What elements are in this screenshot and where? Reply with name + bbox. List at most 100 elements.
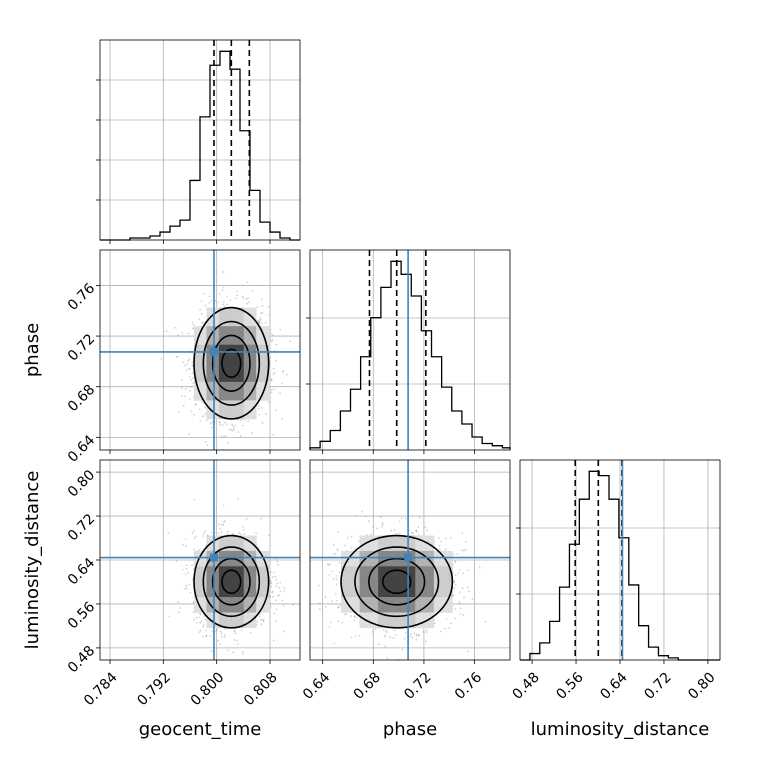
sample-point bbox=[241, 424, 244, 427]
y-tick-label: 0.64 bbox=[65, 555, 98, 588]
contour-level-2 bbox=[368, 557, 426, 606]
density-cell bbox=[256, 381, 269, 401]
sample-point bbox=[217, 531, 220, 534]
sample-point bbox=[186, 362, 189, 365]
sample-point bbox=[380, 516, 382, 519]
sample-point bbox=[332, 553, 335, 555]
y-tick-label: 0.48 bbox=[65, 643, 98, 676]
sample-point bbox=[410, 632, 412, 635]
sample-point bbox=[269, 579, 271, 582]
sample-point bbox=[279, 392, 281, 395]
sample-point bbox=[223, 636, 226, 639]
density-cell bbox=[243, 381, 257, 401]
sample-point bbox=[206, 534, 209, 536]
sample-point bbox=[184, 364, 187, 367]
sample-point bbox=[453, 586, 456, 589]
sample-point bbox=[222, 271, 225, 273]
sample-point bbox=[353, 615, 356, 618]
histogram-luminosity_distance bbox=[520, 470, 720, 661]
sample-point bbox=[221, 424, 224, 427]
contour-level-2 bbox=[211, 557, 251, 606]
y-tick-label: 0.80 bbox=[65, 467, 98, 500]
sample-point bbox=[289, 340, 292, 343]
sample-point bbox=[274, 409, 277, 411]
sample-point bbox=[185, 387, 187, 390]
sample-point bbox=[327, 564, 330, 567]
density-cell bbox=[359, 535, 379, 552]
grid-lines bbox=[310, 250, 510, 450]
sample-point bbox=[276, 560, 279, 563]
sample-point bbox=[333, 642, 336, 645]
density-cell bbox=[433, 550, 453, 567]
sample-point bbox=[198, 548, 201, 551]
density-cell bbox=[359, 612, 379, 629]
sample-point bbox=[178, 611, 181, 614]
sample-point bbox=[343, 613, 346, 616]
sample-point bbox=[184, 573, 187, 576]
sample-point bbox=[281, 417, 284, 420]
sample-point bbox=[467, 650, 469, 653]
sample-point bbox=[371, 630, 374, 633]
sample-point bbox=[424, 526, 427, 529]
sample-point bbox=[418, 516, 421, 519]
sample-point bbox=[199, 613, 202, 616]
sample-point bbox=[187, 571, 190, 574]
sample-point bbox=[273, 612, 276, 615]
sample-point bbox=[272, 639, 275, 642]
sample-point bbox=[243, 533, 246, 535]
sample-point bbox=[225, 423, 228, 426]
sample-point bbox=[203, 615, 206, 617]
sample-point bbox=[185, 584, 188, 587]
sample-point bbox=[445, 538, 447, 540]
sample-point bbox=[275, 608, 278, 611]
sample-point bbox=[331, 570, 334, 573]
sample-point bbox=[453, 581, 456, 584]
density-cell bbox=[243, 400, 257, 420]
sample-point bbox=[204, 406, 206, 409]
sample-point bbox=[282, 590, 285, 593]
sample-point bbox=[219, 630, 222, 633]
sample-point bbox=[267, 401, 270, 403]
sample-point bbox=[191, 564, 193, 566]
sample-point bbox=[272, 590, 275, 593]
sample-point bbox=[332, 543, 335, 546]
density-cell bbox=[359, 566, 379, 583]
sample-point bbox=[246, 281, 249, 284]
density-cell bbox=[256, 326, 269, 346]
sample-point bbox=[335, 578, 338, 581]
sample-point bbox=[241, 652, 244, 655]
sample-point bbox=[184, 538, 187, 541]
sample-point bbox=[223, 421, 226, 424]
sample-point bbox=[275, 343, 278, 346]
sample-point bbox=[450, 622, 453, 625]
sample-point bbox=[237, 643, 239, 646]
sample-point bbox=[272, 596, 275, 598]
sample-point bbox=[222, 303, 224, 306]
sample-point bbox=[275, 578, 278, 581]
sample-point bbox=[426, 529, 429, 532]
sample-point bbox=[337, 549, 339, 552]
sample-point bbox=[218, 523, 220, 526]
sample-point bbox=[211, 421, 214, 424]
sample-point bbox=[467, 569, 470, 572]
sample-point bbox=[422, 631, 425, 633]
sample-point bbox=[231, 429, 234, 432]
sample-point bbox=[272, 367, 275, 370]
truth-marker bbox=[210, 347, 218, 356]
sample-point bbox=[190, 410, 193, 413]
sample-point bbox=[231, 532, 234, 535]
sample-point bbox=[337, 606, 340, 608]
sample-point bbox=[198, 631, 201, 633]
sample-point bbox=[458, 600, 461, 603]
sample-point bbox=[274, 359, 277, 362]
sample-point bbox=[185, 545, 187, 547]
sample-point bbox=[204, 440, 207, 443]
sample-point bbox=[458, 568, 461, 571]
sample-point bbox=[208, 295, 211, 298]
sample-point bbox=[279, 590, 282, 593]
sample-point bbox=[341, 621, 344, 624]
sample-point bbox=[425, 640, 427, 643]
sample-point bbox=[370, 533, 372, 536]
sample-point bbox=[224, 628, 227, 630]
sample-point bbox=[412, 531, 414, 534]
